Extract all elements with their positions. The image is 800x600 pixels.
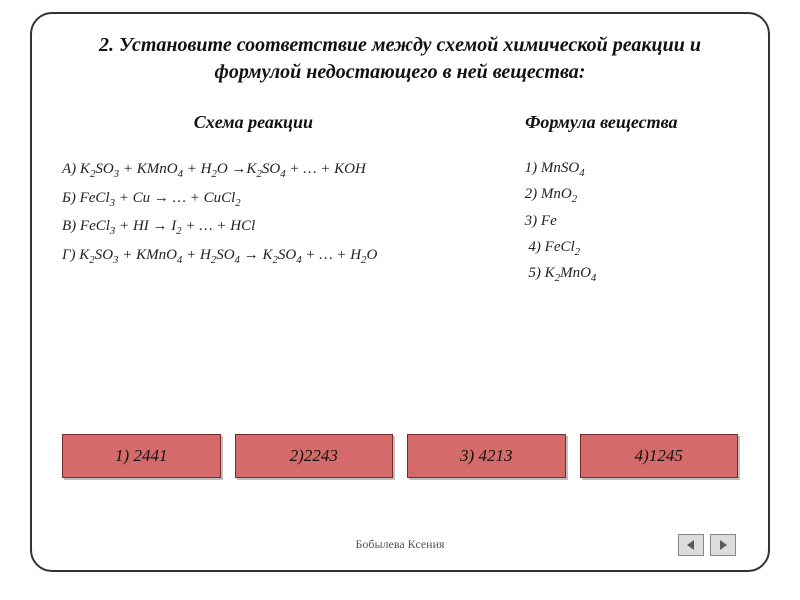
answer-option-2[interactable]: 2)2243 bbox=[235, 434, 394, 478]
formulas-header: Формула вещества bbox=[465, 112, 738, 133]
reaction-g: Г) K2SO3 + KMnO4 + H2SO4 → K2SO4 + … + H… bbox=[62, 241, 445, 270]
formula-1: 1) MnSO4 bbox=[525, 155, 738, 181]
footer-author: Бобылева Ксения bbox=[32, 537, 768, 552]
formula-2: 2) MnO2 bbox=[525, 181, 738, 207]
next-button[interactable] bbox=[710, 534, 736, 556]
question-title: 2. Установите соответствие между схемой … bbox=[62, 32, 738, 86]
reaction-v: В) FeCl3 + HI → I2 + … + HCl bbox=[62, 212, 445, 241]
chevron-left-icon bbox=[685, 539, 697, 551]
formula-3: 3) Fe bbox=[525, 208, 738, 234]
nav-controls bbox=[678, 534, 736, 556]
reactions-list: А) K2SO3 + KMnO4 + H2O →K2SO4 + … + KOH … bbox=[62, 155, 445, 269]
formulas-list: 1) MnSO4 2) MnO2 3) Fe 4) FeCl2 5) K2MnO… bbox=[465, 155, 738, 286]
formulas-column: Формула вещества 1) MnSO4 2) MnO2 3) Fe … bbox=[465, 112, 738, 286]
reactions-header: Схема реакции bbox=[62, 112, 445, 133]
reaction-b: Б) FeCl3 + Cu → … + CuCl2 bbox=[62, 184, 445, 213]
slide-frame: 2. Установите соответствие между схемой … bbox=[30, 12, 770, 572]
reaction-v-label: В) bbox=[62, 218, 80, 234]
reaction-g-label: Г) bbox=[62, 247, 79, 263]
formula-5-label: 5) bbox=[528, 265, 544, 281]
formula-4-label: 4) bbox=[528, 239, 544, 255]
columns: Схема реакции А) K2SO3 + KMnO4 + H2O →K2… bbox=[62, 112, 738, 286]
answer-option-1[interactable]: 1) 2441 bbox=[62, 434, 221, 478]
reaction-a: А) K2SO3 + KMnO4 + H2O →K2SO4 + … + KOH bbox=[62, 155, 445, 184]
answer-option-4[interactable]: 4)1245 bbox=[580, 434, 739, 478]
chevron-right-icon bbox=[717, 539, 729, 551]
reactions-column: Схема реакции А) K2SO3 + KMnO4 + H2O →K2… bbox=[62, 112, 445, 286]
formula-5: 5) K2MnO4 bbox=[525, 260, 738, 286]
answer-option-3[interactable]: 3) 4213 bbox=[407, 434, 566, 478]
reaction-a-label: А) bbox=[62, 161, 80, 177]
formula-1-label: 1) bbox=[525, 160, 541, 176]
answer-row: 1) 2441 2)2243 3) 4213 4)1245 bbox=[62, 434, 738, 478]
formula-4: 4) FeCl2 bbox=[525, 234, 738, 260]
formula-2-label: 2) bbox=[525, 186, 541, 202]
reaction-b-label: Б) bbox=[62, 190, 80, 206]
prev-button[interactable] bbox=[678, 534, 704, 556]
